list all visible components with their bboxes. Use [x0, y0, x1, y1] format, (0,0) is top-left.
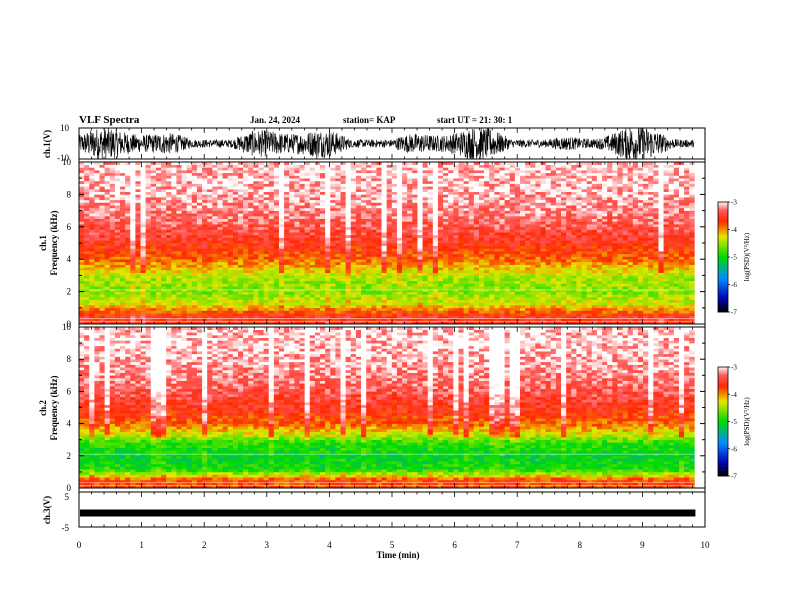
date-label: Jan. 24, 2024 [250, 115, 301, 125]
colorbar-tick-label: -5 [731, 418, 737, 426]
spectrogram-ytick-label: 2 [67, 451, 72, 461]
time-tick-label: 8 [578, 540, 583, 550]
colorbar-tick-label: -3 [731, 364, 737, 372]
time-tick-label: 4 [327, 540, 332, 550]
time-tick-label: 10 [701, 540, 711, 550]
spectrogram-ytick-label: 4 [67, 419, 72, 429]
spectrogram-ytick-label: 8 [67, 189, 72, 199]
spectrogram-ytick-label: 6 [67, 222, 72, 232]
time-tick-label: 9 [640, 540, 645, 550]
ch1-spectrogram-image [79, 162, 695, 324]
colorbar-tick-label: -4 [731, 391, 737, 399]
ch1-ytick-top: 10 [60, 123, 70, 133]
ch2-frequency-ylabel: Frequency (kHz) [49, 375, 59, 440]
ch2-spectrogram-ylabel: ch.2 [38, 400, 48, 416]
ch1-spectrogram-ylabel: ch.1 [38, 235, 48, 251]
ch1-colorbar: -3 -4 -5 -6 -7 log(PSD)(V²/Hz) [718, 199, 751, 317]
time-tick-label: 6 [452, 540, 457, 550]
spectrogram-ytick-label: 10 [62, 157, 72, 167]
colorbar-label: log(PSD)(V²/Hz) [743, 232, 751, 281]
ch2-colorbar: -3 -4 -5 -6 -7 log(PSD)(V²/Hz) [718, 364, 751, 481]
colorbar-tick-label: -4 [731, 226, 737, 234]
time-tick-label: 1 [139, 540, 144, 550]
time-tick-label: 2 [202, 540, 207, 550]
colorbar-label: log(PSD)(V²/Hz) [743, 397, 751, 446]
spectrogram-ytick-label: 6 [67, 386, 72, 396]
colorbar-tick-label: -3 [731, 199, 737, 207]
time-axis-label: Time (min) [376, 550, 419, 560]
time-tick-label: 5 [390, 540, 395, 550]
time-tick-label: 7 [515, 540, 520, 550]
spectrogram-ytick-label: 10 [62, 322, 72, 332]
colorbar-tick-label: -5 [731, 254, 737, 262]
colorbar-tick-label: -7 [731, 309, 737, 317]
ch1-frequency-ylabel: Frequency (kHz) [49, 210, 59, 275]
station-label: station= KAP [343, 115, 396, 125]
ch1-waveform-ylabel: ch.1(V) [42, 130, 52, 158]
colorbar-tick-label: -7 [731, 473, 737, 481]
colorbar-tick-label: -6 [731, 445, 737, 453]
ch3-waveform-ylabel: ch.3(V) [42, 496, 52, 524]
time-tick-label: 0 [77, 540, 82, 550]
figure-title: VLF Spectra [79, 114, 140, 126]
spectrogram-ytick-label: 4 [67, 254, 72, 264]
ch3-ytick-top: 5 [65, 492, 70, 502]
ch2-spectrogram-image [79, 327, 695, 488]
spectrogram-ytick-label: 8 [67, 354, 72, 364]
ch3-ytick-bottom: -5 [62, 523, 70, 533]
time-tick-label: 3 [265, 540, 270, 550]
ch3-waveform-trace [80, 510, 695, 517]
spectrogram-ytick-label: 2 [67, 287, 72, 297]
start-time-label: start UT = 21: 30: 1 [437, 115, 513, 125]
colorbar-tick-label: -6 [731, 281, 737, 289]
